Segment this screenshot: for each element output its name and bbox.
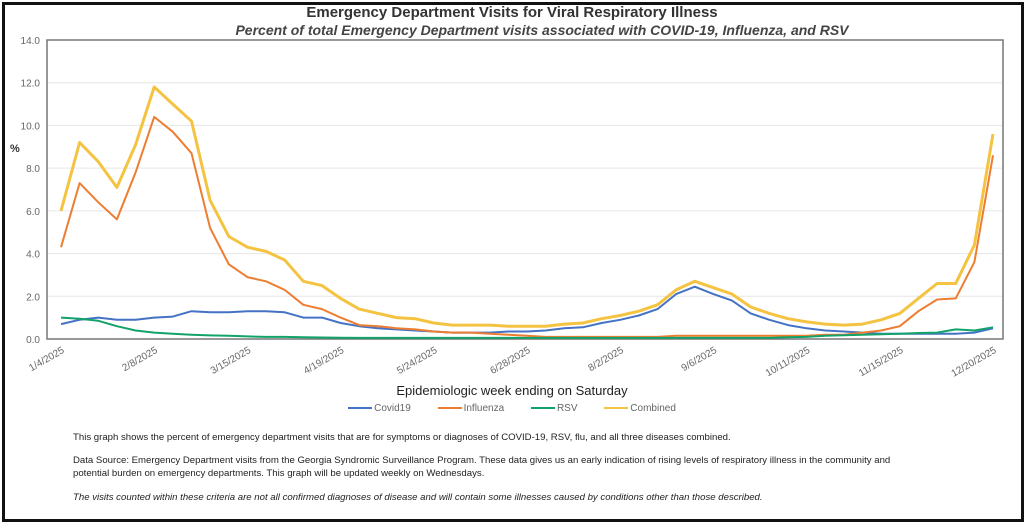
series-line-rsv — [60, 316, 994, 339]
y-tick-label: 2.0 — [26, 292, 40, 303]
y-axis-label: % — [10, 143, 20, 155]
y-tick-label: 6.0 — [26, 207, 40, 218]
x-tick-label: 1/4/2025 — [27, 345, 67, 374]
line-chart: 0.0 2.0 4.0 6.0 8.0 10.0 12.0 14.0% 1/4/2025 2/8/… — [10, 36, 1004, 380]
legend: Covid19 Influenza RSV Combined — [0, 403, 1024, 414]
x-tick-label: 3/15/2025 — [209, 345, 253, 377]
y-tick-label: 14.0 — [21, 36, 41, 47]
x-tick-label: 10/11/2025 — [764, 345, 813, 379]
data-source-note: Data Source: Emergency Department visits… — [73, 455, 891, 479]
series-line-covid19 — [60, 285, 994, 335]
x-tick-label: 5/24/2025 — [395, 345, 439, 377]
y-tick-label: 8.0 — [26, 164, 40, 175]
legend-label: Combined — [630, 403, 676, 414]
description-note: This graph shows the percent of emergenc… — [73, 432, 731, 443]
legend-item-combined: Combined — [604, 403, 676, 414]
x-tick-label: 6/28/2025 — [488, 345, 532, 377]
legend-label: Influenza — [463, 403, 505, 414]
series-line-influenza — [60, 115, 994, 338]
y-tick-label: 4.0 — [26, 250, 40, 261]
x-tick-label: 12/20/2025 — [950, 345, 999, 380]
x-tick-label: 9/6/2025 — [680, 345, 720, 374]
chart-subtitle: Percent of total Emergency Department vi… — [235, 22, 849, 38]
legend-label: Covid19 — [374, 403, 411, 414]
legend-item-rsv: RSV — [530, 403, 578, 414]
x-tick-label: 4/19/2025 — [302, 345, 346, 377]
plot-border — [46, 39, 1004, 340]
y-tick-label: 10.0 — [21, 121, 41, 132]
x-tick-label: 8/2/2025 — [586, 345, 626, 374]
y-tick-label: 0.0 — [26, 335, 40, 346]
disclaimer-note: The visits counted within these criteria… — [73, 492, 763, 503]
x-axis-label: Epidemiologic week ending on Saturday — [396, 383, 628, 398]
legend-label: RSV — [556, 403, 578, 414]
legend-item-influenza: Influenza — [437, 403, 505, 414]
series-line-combined — [59, 85, 995, 328]
x-tick-label: 2/8/2025 — [120, 345, 160, 374]
chart-title: Emergency Department Visits for Viral Re… — [306, 4, 718, 21]
y-tick-label: 12.0 — [21, 79, 41, 90]
x-tick-label: 11/15/2025 — [857, 345, 906, 379]
legend-item-covid19: Covid19 — [348, 403, 411, 414]
